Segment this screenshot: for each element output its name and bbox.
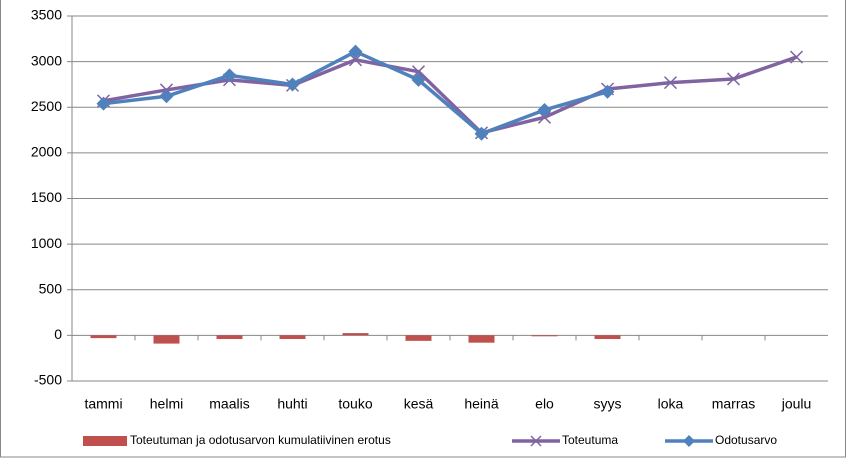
x-tick-label: tammi <box>84 396 122 412</box>
x-tick-label: touko <box>338 396 372 412</box>
y-tick-label: 3500 <box>31 7 62 23</box>
legend-label: Toteutuma <box>562 433 618 447</box>
y-tick-label: 3000 <box>31 52 62 68</box>
y-tick-label: 500 <box>39 280 63 296</box>
x-tick-label: huhti <box>277 396 307 412</box>
marker <box>726 72 741 86</box>
x-tick-label: helmi <box>150 396 183 412</box>
y-tick-label: 2500 <box>31 98 62 114</box>
marker <box>96 96 111 111</box>
legend-swatch <box>83 436 127 446</box>
bar <box>531 335 558 337</box>
bar <box>216 335 243 340</box>
line <box>103 55 798 135</box>
marker <box>537 102 552 117</box>
legend-label: Toteutuman ja odotusarvon kumulatiivinen… <box>130 433 391 447</box>
legend-marker <box>530 435 542 447</box>
marker <box>411 72 426 87</box>
bar <box>153 335 180 344</box>
bar <box>90 335 117 339</box>
marker <box>222 68 237 83</box>
y-tick-label: 0 <box>54 326 62 342</box>
marker <box>600 84 615 99</box>
legend: Toteutuman ja odotusarvon kumulatiivinen… <box>83 433 777 447</box>
y-tick-label: 2000 <box>31 144 62 160</box>
x-tick-label: elo <box>535 396 554 412</box>
x-tick-label: syys <box>594 396 622 412</box>
marker <box>348 44 363 59</box>
marker <box>159 89 174 104</box>
x-tick-label: heinä <box>464 396 498 412</box>
bar <box>279 335 306 340</box>
marker <box>789 50 804 64</box>
x-tick-label: loka <box>658 396 684 412</box>
x-tick-label: kesä <box>404 396 434 412</box>
x-tick-label: joulu <box>781 396 812 412</box>
bar <box>468 335 495 343</box>
marker <box>285 77 300 92</box>
legend-marker <box>683 435 695 447</box>
marker <box>348 53 363 67</box>
bar <box>342 333 369 336</box>
bar <box>405 335 432 341</box>
marker <box>474 126 489 141</box>
marker <box>663 76 678 90</box>
y-tick-label: 1000 <box>31 235 62 251</box>
bar <box>594 335 621 340</box>
legend-label: Odotusarvo <box>715 433 777 447</box>
y-tick-label: 1500 <box>31 189 62 205</box>
x-tick-label: maalis <box>209 396 249 412</box>
y-tick-label: -500 <box>34 372 62 388</box>
marker <box>411 65 426 79</box>
x-tick-label: marras <box>712 396 756 412</box>
